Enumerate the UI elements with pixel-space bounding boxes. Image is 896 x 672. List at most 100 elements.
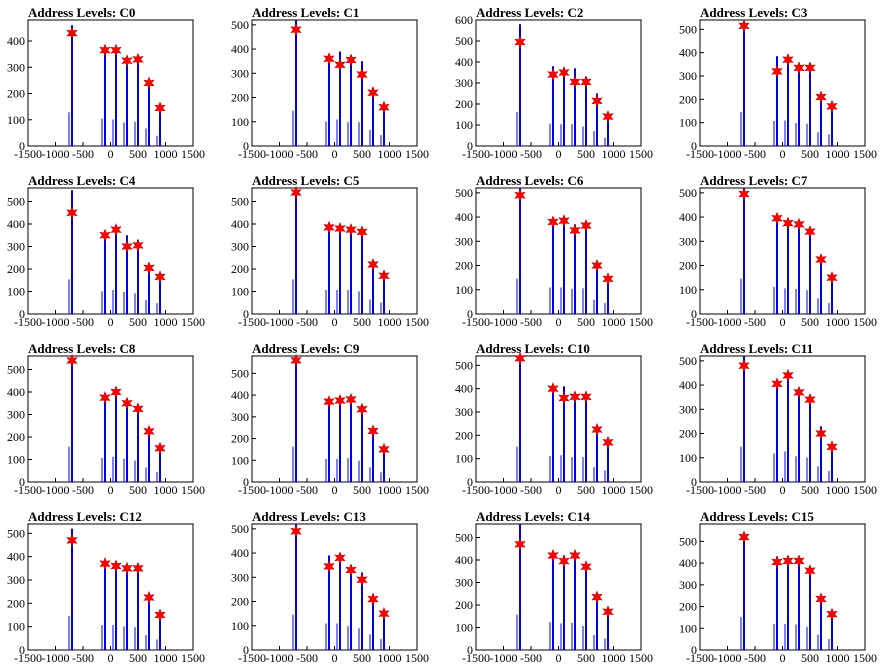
plot-frame [475,523,642,651]
peak-marker [345,222,357,237]
peak-marker [66,353,78,368]
x-tick-label: -500 [296,483,318,497]
x-tick-label: 1000 [826,315,850,329]
y-tick-label: 300 [231,410,249,424]
y-tick-label: 500 [679,22,697,36]
x-tick-label: -1500 [686,147,714,161]
x-tick-label: 500 [129,147,147,161]
x-tick-label: 0 [556,483,562,497]
peak-marker [782,368,794,383]
peak-marker [66,533,78,548]
peak-marker [154,270,166,284]
x-tick-label: -1000 [714,651,742,665]
panel-c10: Address Levels: C10 0 100 200 300 400 500 -1500… [455,341,653,497]
peak-marker [378,269,390,283]
plot-frame [475,19,642,147]
y-tick-label: 400 [679,46,697,60]
plot-frame [27,523,194,651]
y-tick-label: 200 [7,596,25,610]
y-tick-label: 200 [7,87,25,101]
panel-title: Address Levels: C6 [476,173,584,188]
peak-marker [334,551,346,565]
x-tick-label: -1500 [462,483,490,497]
x-tick-label: 1000 [154,147,178,161]
y-tick-label: 100 [7,113,25,127]
y-tick-label: 400 [679,378,697,392]
peak-marker [738,530,750,544]
panel-title: Address Levels: C2 [476,5,583,20]
peak-marker [154,101,166,115]
y-tick-label: 0 [467,139,473,153]
x-tick-label: 0 [780,147,786,161]
y-tick-label: 200 [231,91,249,105]
x-tick-label: 500 [801,651,819,665]
x-tick-label: -500 [72,315,94,329]
y-tick-label: 400 [455,55,473,69]
x-tick-label: -500 [72,147,94,161]
x-tick-label: -1500 [238,147,266,161]
peak-marker [771,555,783,569]
y-tick-label: 500 [455,186,473,200]
y-tick-label: 200 [455,259,473,273]
x-tick-label: -1000 [490,483,518,497]
x-tick-label: 500 [353,483,371,497]
y-tick-label: 500 [679,186,697,200]
peak-marker [143,424,155,439]
peak-marker [132,238,144,253]
panel-c0: Address Levels: C0 0 100 200 300 400 -1500 -100… [7,5,205,161]
peak-marker [580,75,592,89]
x-tick-label: 1500 [405,147,429,161]
peak-marker [290,185,302,200]
x-tick-label: 1000 [154,483,178,497]
x-tick-label: 1500 [853,147,877,161]
x-tick-label: 1500 [629,651,653,665]
peak-marker [602,435,614,450]
peak-marker [345,392,357,407]
y-tick-label: 100 [7,620,25,634]
x-tick-label: 1500 [181,651,205,665]
plot-frame [251,523,418,651]
peak-marker [793,61,805,75]
x-tick-label: -1500 [14,651,42,665]
y-tick-label: 200 [455,428,473,442]
x-tick-label: 500 [801,147,819,161]
panel-c8: Address Levels: C80100200300400500-1500-… [7,341,205,497]
peak-marker [356,573,368,587]
peak-marker [547,67,559,82]
panel-c9: Address Levels: C90100200300400500-1500-… [231,341,429,497]
x-tick-label: 1500 [405,315,429,329]
x-tick-label: -1500 [686,315,714,329]
peak-marker [782,52,794,67]
y-tick-label: 500 [455,531,473,545]
y-tick-label: 400 [7,550,25,564]
y-tick-label: 100 [231,115,249,129]
x-tick-label: 1000 [602,483,626,497]
y-tick-label: 100 [455,118,473,132]
peak-marker [771,64,783,79]
plot-frame [251,19,418,147]
x-tick-label: -1500 [462,315,490,329]
y-tick-label: 300 [455,234,473,248]
peak-marker [378,442,390,457]
peak-marker [99,556,111,571]
x-tick-label: 500 [129,651,147,665]
y-tick-label: 100 [231,285,249,299]
peak-marker [547,548,559,563]
peak-marker [356,225,368,239]
x-tick-label: -1000 [266,147,294,161]
y-tick-label: 400 [231,217,249,231]
x-tick-label: 0 [332,147,338,161]
peak-marker [826,607,838,621]
peak-marker [793,554,805,568]
y-tick-label: 0 [691,643,697,657]
x-tick-label: 0 [108,147,114,161]
x-tick-label: -1000 [490,315,518,329]
peak-marker [154,441,166,455]
peak-marker [514,537,526,551]
peak-marker [558,391,570,405]
y-tick-label: 200 [7,262,25,276]
peak-marker [514,351,526,366]
x-tick-label: -1000 [266,483,294,497]
peak-marker [345,563,357,577]
x-tick-label: -500 [520,147,542,161]
